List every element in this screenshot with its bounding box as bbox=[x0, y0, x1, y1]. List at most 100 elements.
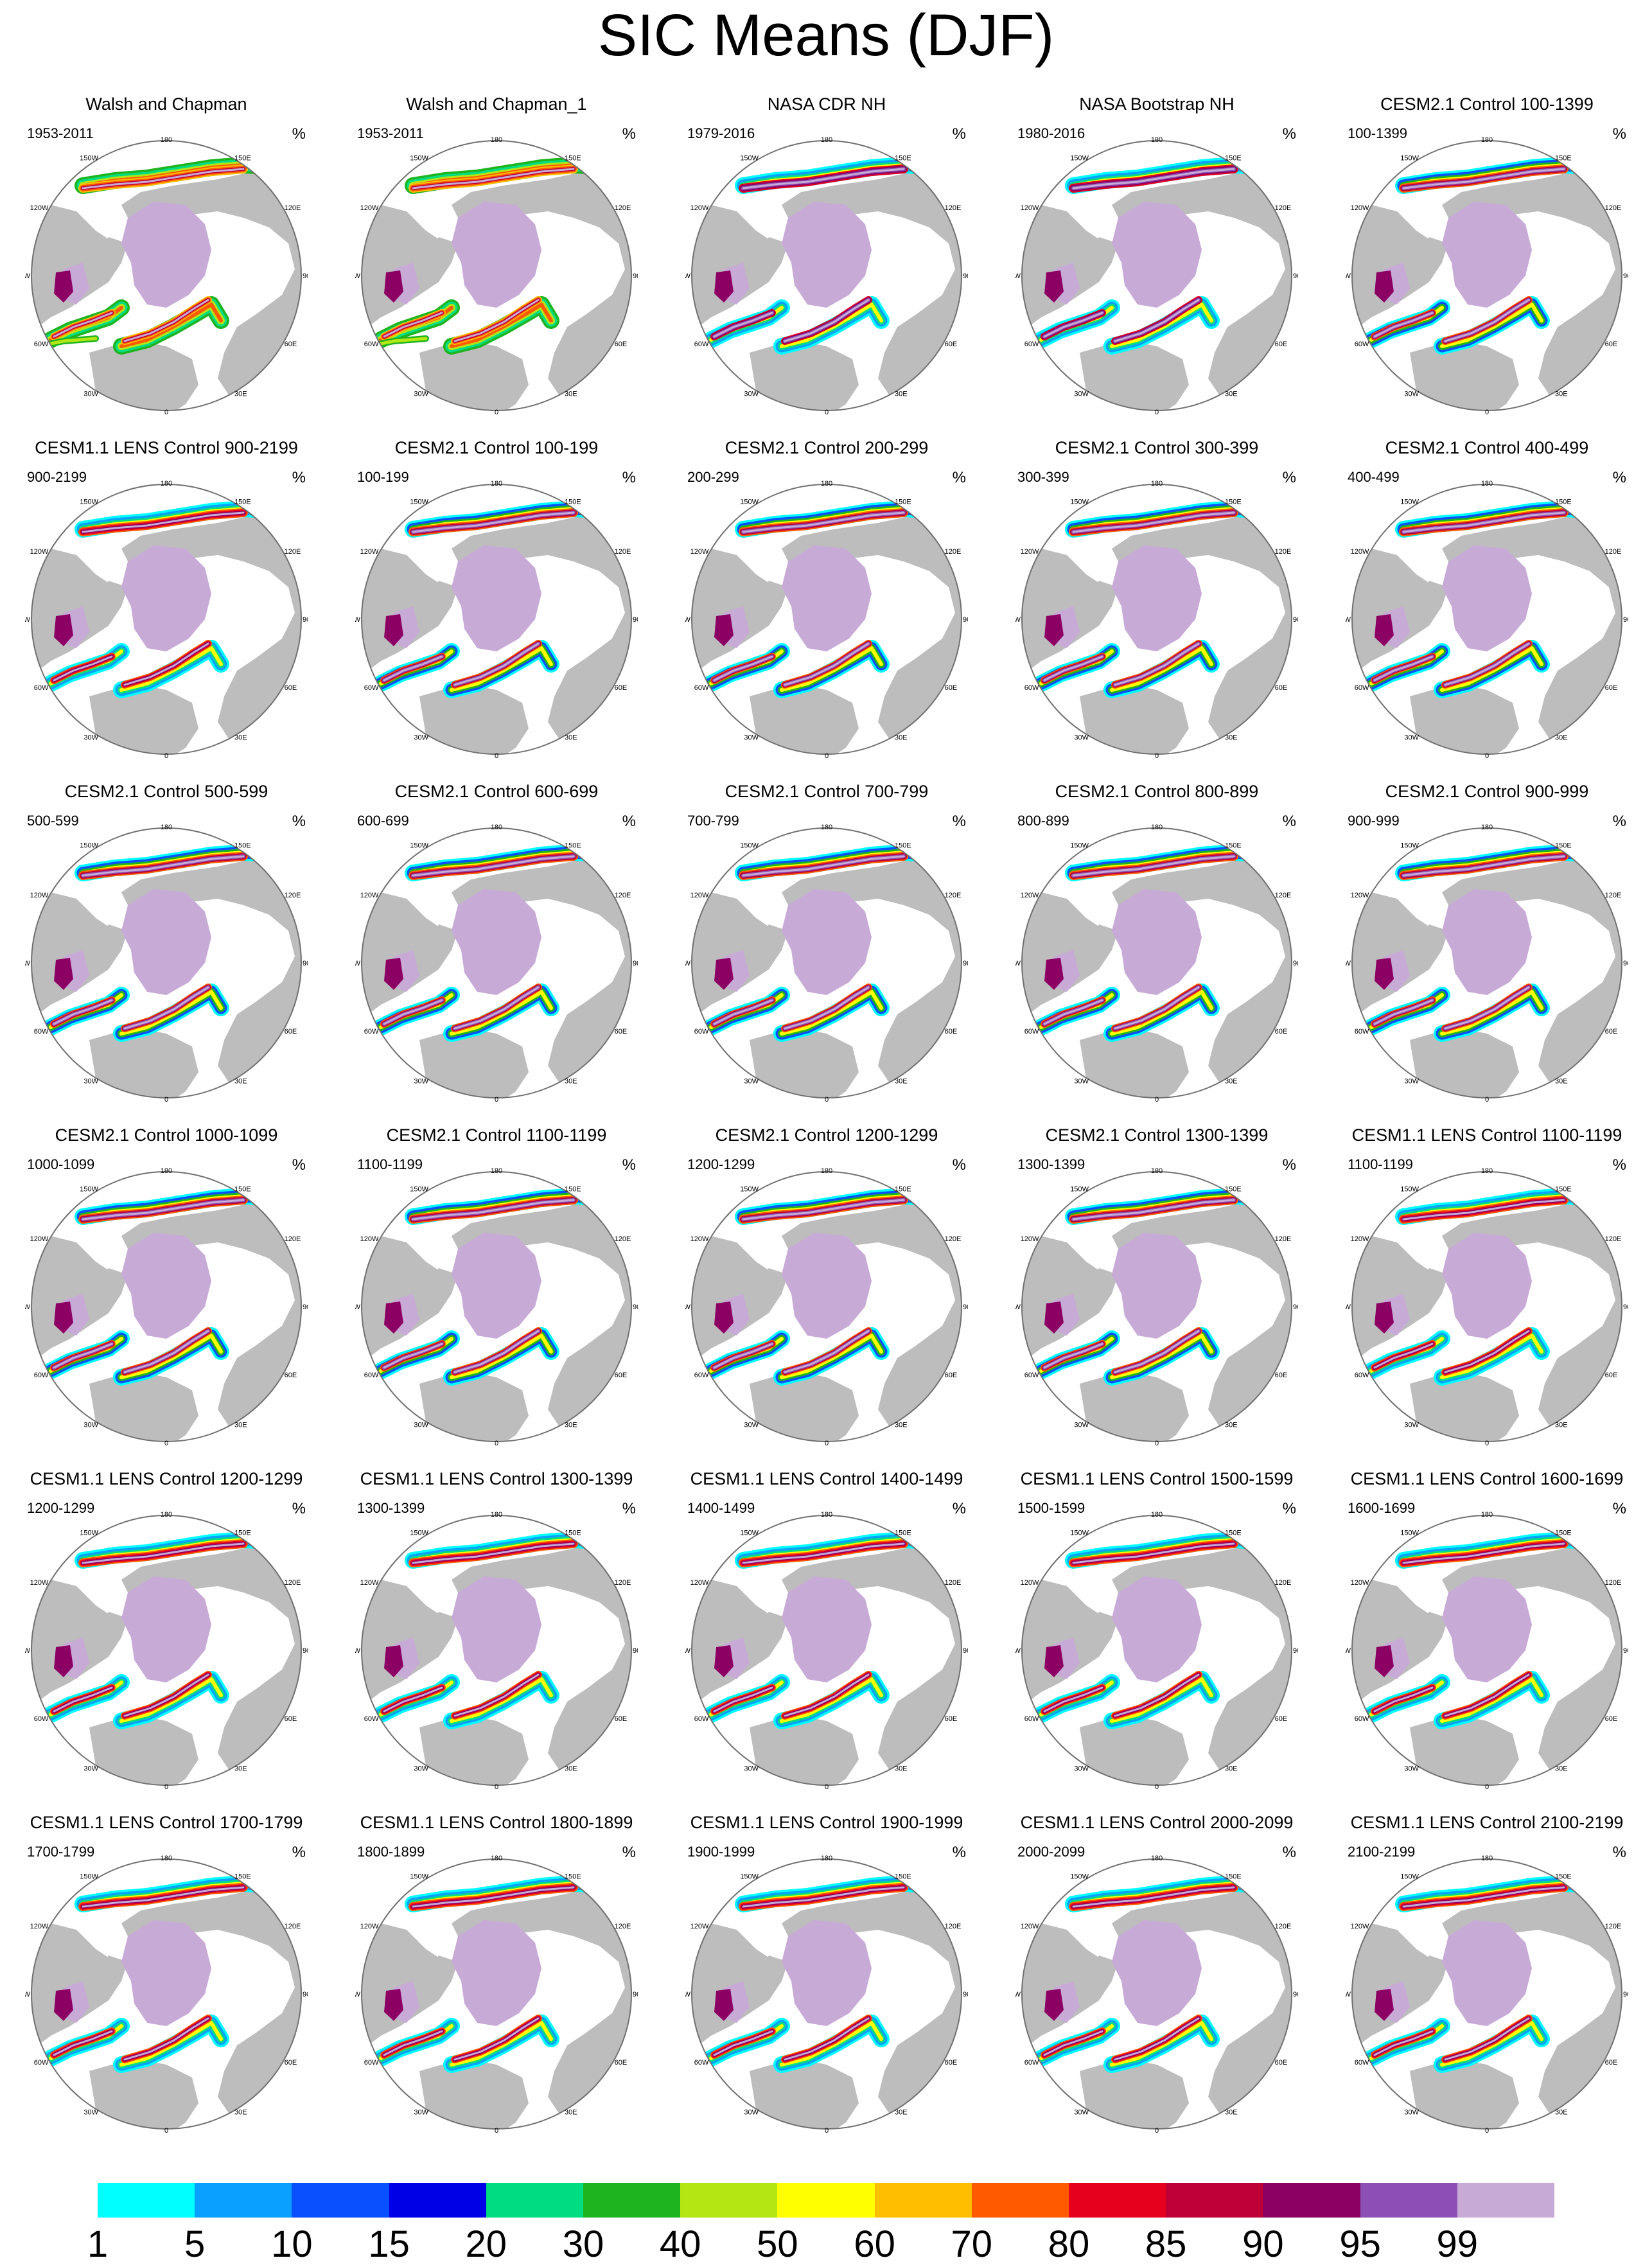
lon-label: 30E bbox=[1555, 1078, 1568, 1086]
lon-label: 30E bbox=[1555, 2109, 1568, 2117]
lon-label: 120W bbox=[690, 892, 709, 899]
eurasia-land bbox=[1112, 1191, 1292, 1442]
lon-label: 60E bbox=[285, 1372, 297, 1379]
lon-label: 120E bbox=[1275, 548, 1292, 556]
barents-ice-edge bbox=[119, 1677, 223, 1723]
lon-label: 180 bbox=[1151, 136, 1163, 144]
barents-ice-inner bbox=[784, 986, 870, 1030]
bering-ice-inner bbox=[412, 855, 575, 877]
barents-ice-inner bbox=[123, 1673, 209, 1717]
lon-label: 90E bbox=[1623, 272, 1628, 280]
bering-ice-inner bbox=[1072, 168, 1235, 190]
colorbar-swatch bbox=[777, 2183, 875, 2218]
barents-ice-edge bbox=[450, 990, 553, 1036]
map-border bbox=[1021, 140, 1292, 411]
polar-map: 180 150E 120E 90E 60E 30E 0 30W 60W 90W 120W 150W bbox=[355, 1511, 638, 1791]
map-panel: CESM2.1 Control 300-399 300-399% 180 150E 12… bbox=[992, 438, 1322, 782]
lon-label: 0 bbox=[1485, 752, 1489, 760]
lon-label: 30W bbox=[1404, 1422, 1419, 1429]
lon-label: 90E bbox=[963, 960, 968, 967]
colorbar-label: 70 bbox=[951, 2223, 993, 2265]
lon-label: 60W bbox=[1024, 1715, 1039, 1723]
lon-label: 30E bbox=[1225, 1422, 1238, 1429]
panel-unit: % bbox=[1282, 813, 1296, 830]
lon-label: 120E bbox=[615, 892, 631, 899]
colorbar-swatch bbox=[583, 2183, 681, 2218]
panel-title: CESM1.1 LENS Control 1700-1799 bbox=[30, 1813, 303, 1832]
lon-label: 150E bbox=[565, 154, 581, 162]
panel-title: Walsh and Chapman bbox=[85, 94, 247, 114]
lon-label: 120W bbox=[360, 204, 379, 212]
barents-ice-inner bbox=[1444, 2017, 1530, 2061]
lon-label: 90E bbox=[303, 616, 308, 624]
eurasia-land bbox=[452, 1191, 631, 1442]
lon-label: 120W bbox=[1351, 1579, 1369, 1587]
panel-unit: % bbox=[952, 813, 966, 830]
barents-ice-inner bbox=[453, 299, 540, 342]
barents-ice-edge bbox=[1110, 1677, 1213, 1723]
colorbar-label: 90 bbox=[1242, 2223, 1284, 2265]
lon-label: 30E bbox=[1555, 1765, 1568, 1773]
map-border bbox=[31, 1515, 302, 1786]
lon-label: 150W bbox=[410, 154, 428, 162]
lon-label: 120E bbox=[945, 548, 962, 556]
barents-ice-inner bbox=[784, 299, 870, 342]
map-panel: CESM2.1 Control 1300-1399 1300-1399% 180 15… bbox=[992, 1125, 1322, 1470]
europe-land bbox=[750, 684, 859, 754]
barents-ice-edge bbox=[1440, 646, 1543, 692]
lon-label: 60W bbox=[1355, 1028, 1369, 1036]
europe-land bbox=[1080, 2058, 1189, 2129]
lon-label: 90W bbox=[685, 1991, 691, 1998]
barents-ice-inner bbox=[1444, 1330, 1530, 1373]
map-panel: CESM2.1 Control 1200-1299 1200-1299% 180 15… bbox=[662, 1125, 992, 1470]
panel-unit: % bbox=[1612, 813, 1626, 830]
lon-label: 30E bbox=[895, 2109, 908, 2117]
lon-label: 60E bbox=[615, 1715, 628, 1723]
polar-map: 180 150E 120E 90E 60E 30E 0 30W 60W 90W 120W 150W bbox=[25, 1167, 308, 1447]
lon-label: 0 bbox=[495, 1783, 498, 1791]
hudson-bay-ice-edge bbox=[54, 270, 73, 303]
panel-period: 900-2199 bbox=[27, 469, 87, 485]
eurasia-land bbox=[121, 1191, 301, 1442]
hudson-bay-ice-edge bbox=[1044, 614, 1064, 646]
barents-ice-edge bbox=[780, 303, 883, 348]
lon-label: 120W bbox=[1021, 892, 1039, 899]
eurasia-land bbox=[452, 847, 631, 1098]
barents-ice-edge bbox=[119, 990, 223, 1036]
labrador-ice-inner bbox=[713, 2030, 773, 2056]
hudson-bay-ice-edge bbox=[54, 1989, 73, 2021]
panel-period: 1900-1999 bbox=[687, 1844, 755, 1860]
colorbar-label: 1 bbox=[87, 2223, 109, 2265]
eurasia-land bbox=[121, 504, 301, 754]
map-panel: CESM2.1 Control 100-1399 100-1399% 180 150E… bbox=[1322, 94, 1652, 439]
bering-ice-inner bbox=[412, 1886, 575, 1908]
lon-label: 0 bbox=[164, 752, 168, 760]
panel-period: 1980-2016 bbox=[1017, 125, 1085, 141]
eurasia-land bbox=[1442, 847, 1622, 1098]
panel-title: CESM2.1 Control 300-399 bbox=[1055, 438, 1259, 457]
panel-title: CESM1.1 LENS Control 2100-2199 bbox=[1350, 1813, 1624, 1832]
panel-unit: % bbox=[292, 469, 306, 486]
labrador-ice-inner bbox=[713, 1343, 773, 1369]
lon-label: 120W bbox=[1021, 1235, 1039, 1243]
colorbar-label: 60 bbox=[854, 2223, 895, 2265]
lon-label: 90E bbox=[1293, 1303, 1298, 1311]
lon-label: 180 bbox=[821, 1511, 832, 1519]
lon-label: 90W bbox=[1346, 616, 1351, 624]
lon-label: 60E bbox=[1605, 1028, 1618, 1036]
lon-label: 60E bbox=[285, 340, 297, 348]
colorbar-swatch bbox=[1069, 2183, 1166, 2218]
panel-unit: % bbox=[292, 1844, 306, 1861]
polar-map: 180 150E 120E 90E 60E 30E 0 30W 60W 90W 120W 150W bbox=[685, 1511, 968, 1791]
europe-land bbox=[89, 1027, 198, 1098]
lon-label: 90E bbox=[633, 1303, 638, 1311]
map-border bbox=[1021, 827, 1292, 1098]
lon-label: 60E bbox=[945, 1372, 958, 1379]
lon-label: 150E bbox=[895, 154, 911, 162]
map-border bbox=[31, 140, 302, 411]
north-america-land bbox=[362, 873, 452, 1014]
lon-label: 60E bbox=[1605, 1715, 1618, 1723]
barents-ice-inner bbox=[453, 2017, 540, 2061]
europe-land bbox=[750, 2058, 859, 2129]
lon-label: 90E bbox=[1623, 1991, 1628, 1998]
